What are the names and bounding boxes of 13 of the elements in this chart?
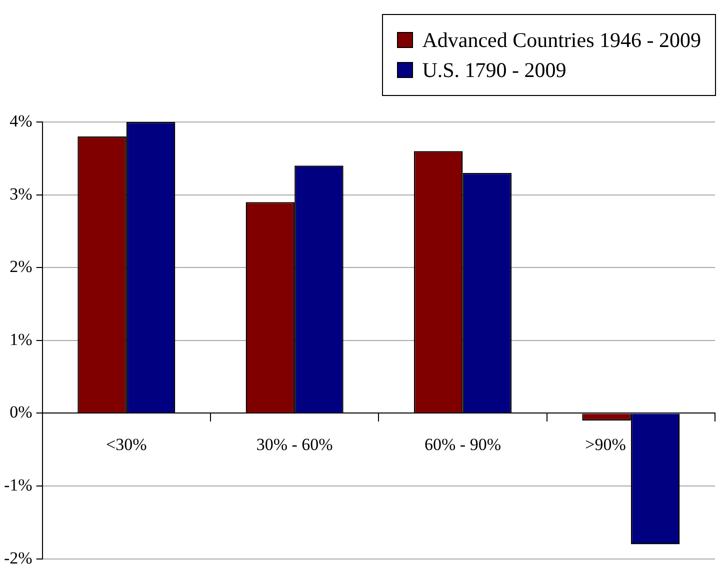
y-tick-label: -1% <box>4 475 32 494</box>
x-tick-label: 60% - 90% <box>424 435 501 454</box>
x-tick-label: <30% <box>106 435 147 454</box>
legend-label: Advanced Countries 1946 - 2009 <box>422 27 701 54</box>
y-tick-label: 3% <box>10 184 32 204</box>
y-tick-label: 4% <box>10 111 32 130</box>
y-tick-label: 1% <box>10 330 32 349</box>
x-tick-label: 30% - 60% <box>256 435 333 454</box>
x-tick-label: >90% <box>585 435 626 454</box>
legend-label: U.S. 1790 - 2009 <box>422 57 566 84</box>
y-tick-label: 2% <box>10 257 32 276</box>
y-tick-label: -2% <box>4 548 32 568</box>
y-tick-label: 0% <box>10 402 32 422</box>
